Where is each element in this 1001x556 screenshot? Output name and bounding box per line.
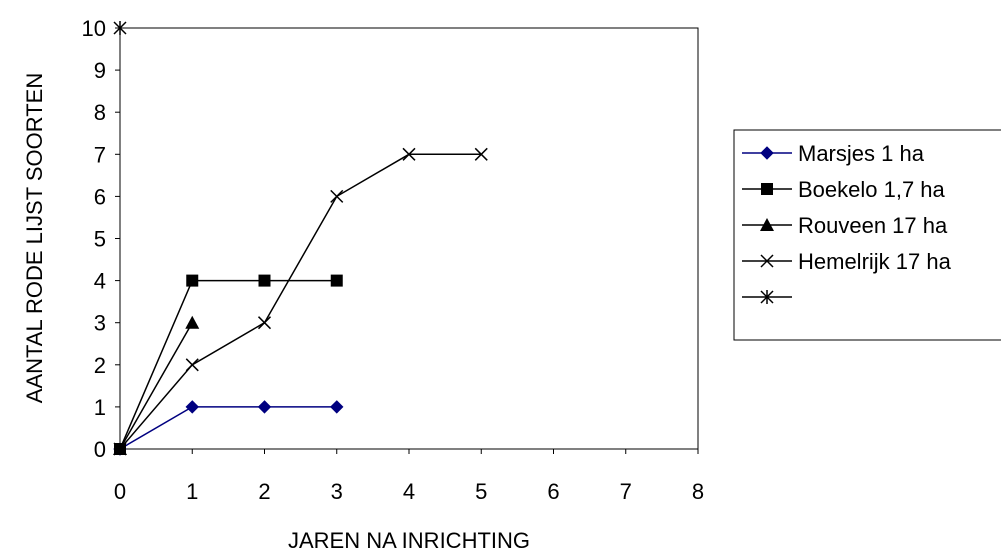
- legend-label: Boekelo 1,7 ha: [798, 177, 946, 202]
- y-tick-label: 4: [94, 269, 106, 294]
- series-line-1: [119, 279, 337, 450]
- x-axis-label: JAREN NA INRICHTING: [288, 528, 530, 553]
- series-0-point: [257, 400, 272, 414]
- y-tick-label: 10: [82, 16, 106, 41]
- x-tick-label: 3: [331, 479, 343, 504]
- legend-entry: Rouveen 17 ha: [742, 213, 948, 238]
- legend-marker: [761, 183, 773, 195]
- x-tick-label: 1: [186, 479, 198, 504]
- x-tick-label: 7: [620, 479, 632, 504]
- y-tick-label: 7: [94, 142, 106, 167]
- series-1-point: [186, 274, 199, 287]
- series-3-point: [185, 358, 199, 372]
- legend-entry: Hemelrijk 17 ha: [742, 249, 952, 274]
- series-markers: [113, 21, 488, 456]
- x-tick-label: 0: [114, 479, 126, 504]
- legend-entry: Boekelo 1,7 ha: [742, 177, 946, 202]
- x-tick-label: 2: [258, 479, 270, 504]
- series-3-point: [402, 147, 416, 161]
- series-1-point: [258, 274, 271, 287]
- legend-label: Marsjes 1 ha: [798, 141, 925, 166]
- y-tick-label: 1: [94, 395, 106, 420]
- legend-marker: [760, 146, 774, 160]
- plot-area: [119, 27, 699, 450]
- legend-entry: Marsjes 1 ha: [742, 141, 925, 166]
- legend-label: Rouveen 17 ha: [798, 213, 948, 238]
- x-axis-ticks: 0 1 2 3 4 5 6 7 8: [114, 449, 704, 504]
- series-3-point: [474, 147, 488, 161]
- y-tick-label: 8: [94, 100, 106, 125]
- series-0-point: [185, 400, 199, 414]
- legend-marker: [760, 290, 774, 304]
- y-tick-label: 9: [94, 58, 106, 83]
- x-tick-label: 6: [547, 479, 559, 504]
- legend-entry: [742, 290, 792, 304]
- legend-marker: [760, 254, 774, 268]
- y-tick-label: 2: [94, 353, 106, 378]
- y-axis-label: AANTAL RODE LIJST SOORTEN: [22, 73, 47, 403]
- series-line-3: [119, 153, 482, 450]
- y-tick-label: 6: [94, 184, 106, 209]
- legend-items: Marsjes 1 ha Boekelo 1,7 ha Rouveen 17 ha H…: [742, 141, 952, 304]
- legend-marker: [760, 218, 774, 231]
- y-tick-label: 3: [94, 311, 106, 336]
- series-3-point: [330, 189, 344, 203]
- series-line-2: [119, 322, 193, 450]
- legend: Marsjes 1 ha Boekelo 1,7 ha Rouveen 17 ha H…: [733, 129, 1001, 341]
- series-4-point: [113, 21, 127, 35]
- x-tick-label: 4: [403, 479, 415, 504]
- series-1-point: [330, 274, 343, 287]
- series-0-point: [330, 400, 344, 414]
- series-lines: [119, 153, 482, 450]
- series-3-point: [257, 316, 272, 330]
- y-axis-ticks: 0 1 2 3 4 5 6 7 8 9 10: [82, 16, 120, 462]
- y-tick-label: 5: [94, 227, 106, 252]
- y-tick-label: 0: [94, 437, 106, 462]
- x-tick-label: 5: [475, 479, 487, 504]
- x-tick-label: 8: [692, 479, 704, 504]
- series-2-point: [185, 315, 200, 329]
- legend-label: Hemelrijk 17 ha: [798, 249, 952, 274]
- legend-box: [733, 129, 1001, 341]
- series-3-point: [113, 442, 127, 456]
- series-line-0: [119, 406, 337, 450]
